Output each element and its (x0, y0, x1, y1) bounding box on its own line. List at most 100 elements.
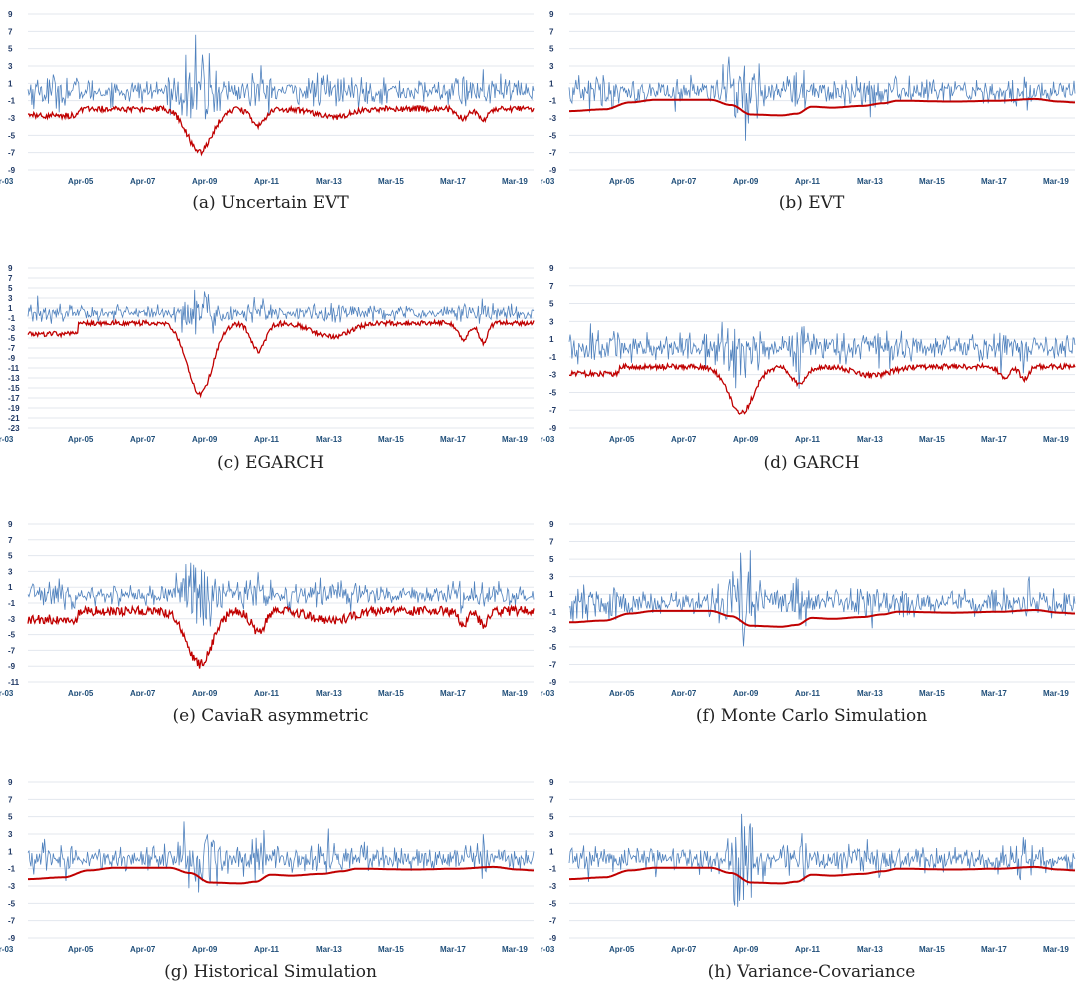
chart-svg: 9 7 5 3 1 -1 -3 -5 -7 -9 Apr-03 Apr-05 Apr-07 Apr-09 A… (0, 10, 535, 186)
x-tick-label: Apr-11 (254, 945, 279, 954)
x-tick-label: Apr-11 (795, 177, 820, 186)
x-tick-label: Apr-05 (68, 177, 94, 186)
chart-caption: (g) Historical Simulation (164, 962, 377, 982)
y-tick-label: 3 (549, 317, 554, 326)
y-tick-label: -7 (8, 149, 16, 158)
y-tick-label: 1 (549, 847, 554, 856)
y-tick-label: -1 (8, 599, 16, 608)
chart-svg: 9 7 5 3 1 -1 -3 -5 -7 -9 Apr-03 Apr-05 Apr-07 Apr-09 A… (541, 778, 1076, 954)
y-tick-label: -3 (549, 371, 557, 380)
chart-svg: 9 7 5 3 1 -1 -3 -5 -7 -9 -11 Apr-03 Apr-05 Apr-07 Apr-… (0, 520, 535, 696)
y-tick-label: 3 (8, 62, 13, 71)
x-tick-label: Mar-17 (440, 435, 466, 444)
y-tick-label: 3 (8, 830, 13, 839)
y-tick-label: 7 (8, 27, 13, 36)
returns-series-line (568, 56, 1076, 141)
x-tick-label: Mar-13 (857, 689, 883, 696)
x-tick-label: Mar-13 (316, 689, 342, 696)
x-tick-label: Apr-11 (795, 945, 820, 954)
y-tick-label: -7 (549, 917, 557, 926)
x-tick-label: Mar-17 (440, 177, 466, 186)
x-tick-label: Mar-15 (919, 177, 945, 186)
x-tick-label: Mar-15 (378, 177, 404, 186)
y-tick-label: -1 (8, 865, 16, 874)
y-tick-label: -9 (8, 662, 16, 671)
y-tick-label: 9 (549, 778, 554, 787)
x-tick-label: Apr-09 (733, 945, 759, 954)
x-tick-label: Apr-05 (609, 945, 635, 954)
y-tick-label: -15 (8, 384, 20, 393)
x-tick-label: Mar-13 (316, 945, 342, 954)
y-tick-label: -3 (549, 625, 557, 634)
y-tick-label: 5 (8, 552, 13, 561)
y-tick-label: 3 (8, 567, 13, 576)
y-tick-label: 3 (549, 62, 554, 71)
y-tick-label: -11 (8, 364, 20, 373)
y-tick-label: 9 (8, 520, 13, 529)
x-tick-label: Apr-03 (541, 435, 555, 444)
x-tick-label: Mar-19 (1043, 945, 1069, 954)
returns-series-line (27, 821, 535, 893)
x-tick-label: Apr-07 (130, 435, 156, 444)
returns-series-line (568, 321, 1076, 389)
x-tick-label: Mar-19 (502, 945, 528, 954)
chart-panel: 9 7 5 3 1 -1 -3 -5 -7 -9 Apr-03 Apr-05 Apr-07 Apr-09 A… (0, 0, 541, 186)
x-tick-label: Mar-17 (981, 177, 1007, 186)
var-series-line (27, 604, 535, 669)
chart-caption: (a) Uncertain EVT (192, 193, 349, 213)
x-tick-label: Mar-17 (440, 689, 466, 696)
var-series-line (569, 609, 1075, 628)
y-tick-label: -1 (8, 314, 16, 323)
y-tick-label: 1 (8, 583, 13, 592)
y-tick-label: -9 (549, 424, 557, 433)
x-tick-label: Apr-03 (0, 945, 14, 954)
var-series-line (27, 104, 535, 157)
y-tick-label: -5 (8, 631, 16, 640)
y-tick-label: 1 (549, 335, 554, 344)
x-tick-label: Mar-15 (919, 945, 945, 954)
y-tick-label: 5 (8, 45, 13, 54)
x-tick-label: Mar-19 (1043, 177, 1069, 186)
y-tick-label: 5 (549, 300, 554, 309)
y-tick-label: -3 (8, 615, 16, 624)
x-tick-label: Mar-13 (857, 435, 883, 444)
y-tick-label: -3 (8, 114, 16, 123)
x-tick-label: Mar-19 (502, 177, 528, 186)
x-tick-label: Mar-17 (981, 945, 1007, 954)
chart-caption: (b) EVT (778, 193, 845, 213)
chart-caption: (e) CaviaR asymmetric (172, 706, 369, 726)
y-tick-label: -3 (8, 324, 16, 333)
y-tick-label: -5 (8, 131, 16, 140)
x-tick-label: Apr-09 (192, 945, 218, 954)
chart-panel: 9 7 5 3 1 -1 -3 -5 -7 -9 Apr-03 Apr-05 Apr-07 Apr-09 A… (0, 768, 541, 954)
y-tick-label: 5 (549, 555, 554, 564)
x-tick-label: Mar-13 (316, 177, 342, 186)
chart-caption: (d) GARCH (763, 453, 860, 473)
x-tick-label: Mar-17 (440, 945, 466, 954)
y-tick-label: 7 (8, 536, 13, 545)
x-tick-label: Mar-17 (981, 435, 1007, 444)
x-tick-label: Apr-03 (541, 945, 555, 954)
y-tick-label: -9 (549, 166, 557, 175)
y-tick-label: -1 (549, 608, 557, 617)
y-tick-label: -1 (549, 865, 557, 874)
x-tick-label: Apr-09 (733, 435, 759, 444)
chart-svg: 9 7 5 3 1 -1 -3 -5 -7 -9 Apr-03 Apr-05 Apr-07 Apr-09 A… (541, 520, 1076, 696)
y-tick-label: 3 (549, 830, 554, 839)
x-tick-label: Apr-03 (0, 435, 14, 444)
x-tick-label: Apr-09 (192, 177, 218, 186)
x-tick-label: Apr-07 (671, 945, 697, 954)
chart-caption: (h) Variance-Covariance (707, 962, 916, 982)
y-tick-label: -7 (549, 660, 557, 669)
y-tick-label: 5 (8, 813, 13, 822)
y-tick-label: 1 (549, 590, 554, 599)
y-tick-label: 7 (8, 795, 13, 804)
x-tick-label: Apr-05 (609, 689, 635, 696)
y-tick-label: 9 (549, 10, 554, 19)
chart-panel: 9 7 5 3 1 -1 -3 -5 -7 -9 Apr-03 Apr-05 Apr-07 Apr-09 A… (541, 258, 1082, 444)
chart-caption: (f) Monte Carlo Simulation (695, 706, 928, 726)
y-tick-label: -21 (8, 414, 20, 423)
y-tick-label: 9 (549, 520, 554, 529)
